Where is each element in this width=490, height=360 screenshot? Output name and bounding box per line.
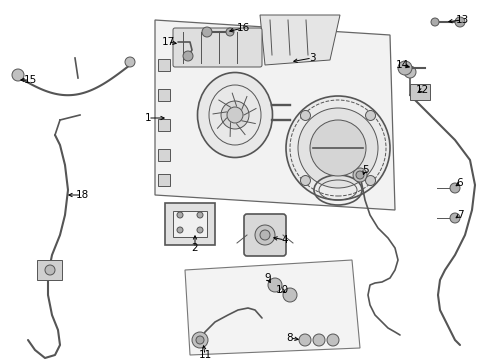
Bar	[158, 119, 170, 131]
Circle shape	[313, 334, 325, 346]
Circle shape	[177, 227, 183, 233]
Bar	[410, 84, 430, 100]
Circle shape	[299, 334, 311, 346]
Circle shape	[300, 176, 311, 185]
Circle shape	[366, 176, 375, 185]
Bar	[158, 89, 170, 101]
Text: 9: 9	[265, 273, 271, 283]
Bar	[158, 149, 170, 161]
Circle shape	[310, 120, 366, 176]
Circle shape	[260, 230, 270, 240]
Circle shape	[327, 334, 339, 346]
Circle shape	[177, 212, 183, 218]
Circle shape	[183, 51, 193, 61]
Text: 16: 16	[236, 23, 249, 33]
Circle shape	[286, 96, 390, 200]
Circle shape	[398, 61, 412, 75]
Ellipse shape	[197, 72, 272, 158]
Circle shape	[268, 278, 282, 292]
Polygon shape	[155, 20, 395, 210]
Text: 18: 18	[75, 190, 89, 200]
Circle shape	[202, 27, 212, 37]
Circle shape	[356, 171, 364, 179]
Text: 2: 2	[192, 243, 198, 253]
Bar	[165, 203, 215, 245]
Text: 17: 17	[161, 37, 174, 47]
Circle shape	[298, 108, 378, 188]
Bar	[173, 211, 207, 237]
Circle shape	[431, 18, 439, 26]
Circle shape	[404, 66, 416, 78]
Bar	[158, 59, 170, 71]
Circle shape	[196, 336, 204, 344]
Text: 13: 13	[455, 15, 468, 25]
Circle shape	[197, 227, 203, 233]
Text: 12: 12	[416, 85, 429, 95]
Bar	[158, 174, 170, 186]
Text: 4: 4	[282, 235, 288, 245]
Text: 1: 1	[145, 113, 151, 123]
Circle shape	[197, 212, 203, 218]
Circle shape	[227, 107, 243, 123]
Polygon shape	[260, 15, 340, 65]
Circle shape	[450, 213, 460, 223]
FancyBboxPatch shape	[244, 214, 286, 256]
Text: 7: 7	[457, 210, 464, 220]
Circle shape	[455, 17, 465, 27]
Circle shape	[366, 111, 375, 121]
Text: 6: 6	[457, 178, 464, 188]
Text: 10: 10	[275, 285, 289, 295]
Bar	[37, 260, 62, 280]
Circle shape	[300, 111, 311, 121]
Text: 8: 8	[287, 333, 294, 343]
Text: 11: 11	[198, 350, 212, 360]
Text: 5: 5	[362, 165, 368, 175]
Circle shape	[450, 183, 460, 193]
Circle shape	[353, 168, 367, 182]
Circle shape	[226, 28, 234, 36]
Text: 3: 3	[309, 53, 315, 63]
Circle shape	[192, 332, 208, 348]
Polygon shape	[185, 260, 360, 355]
Circle shape	[45, 265, 55, 275]
Text: 14: 14	[395, 60, 409, 70]
Circle shape	[221, 101, 249, 129]
Circle shape	[283, 288, 297, 302]
Circle shape	[12, 69, 24, 81]
Text: 15: 15	[24, 75, 37, 85]
Circle shape	[255, 225, 275, 245]
Circle shape	[125, 57, 135, 67]
FancyBboxPatch shape	[173, 28, 262, 67]
